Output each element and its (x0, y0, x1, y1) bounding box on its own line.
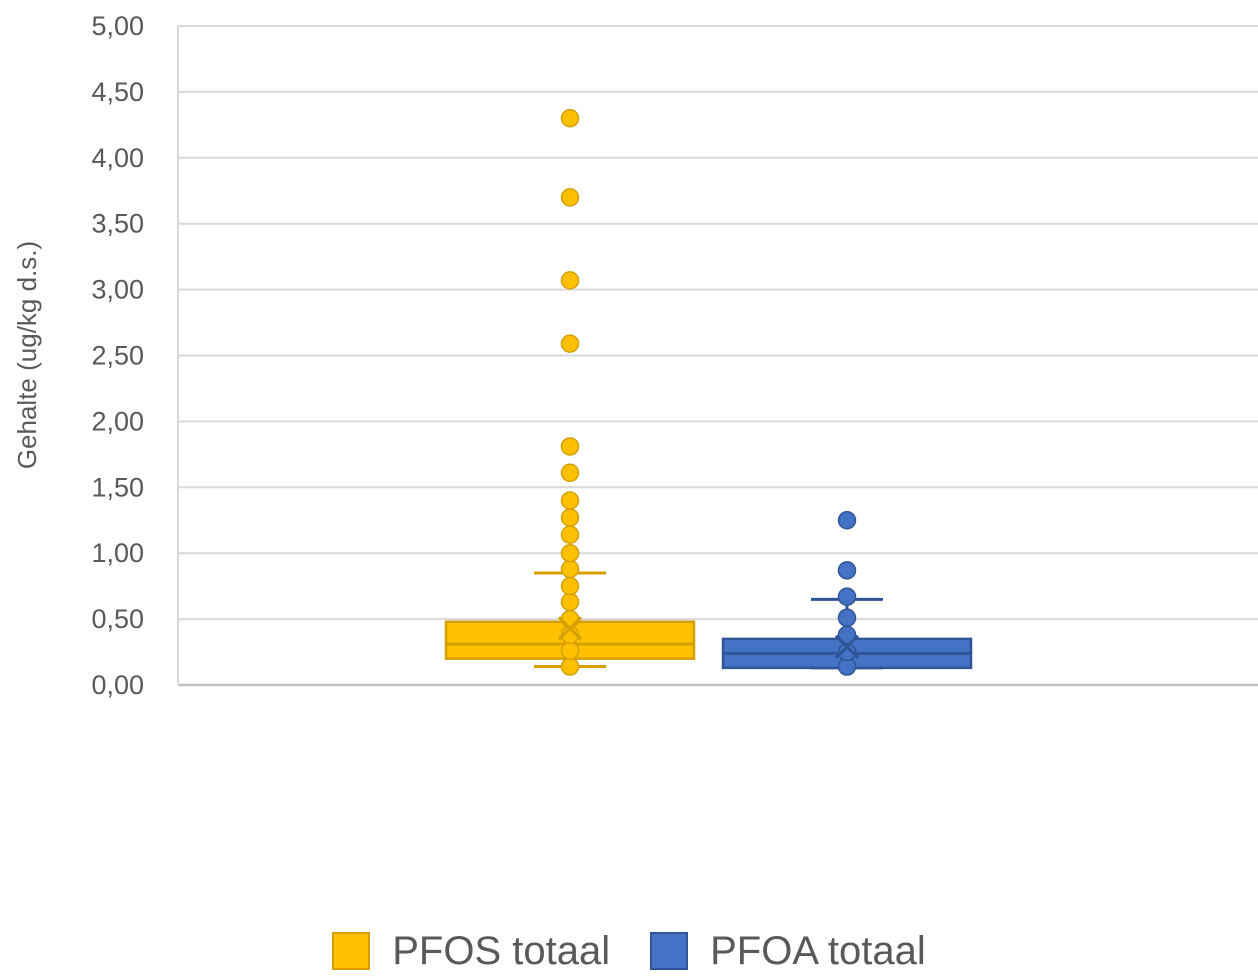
y-tick-label-9: 4,50 (91, 77, 144, 107)
y-tick-label-4: 2,00 (91, 406, 144, 436)
y-tick-labels: 0,00 0,50 1,00 1,50 2,00 2,50 3,00 3,50 4,00 4,50… (91, 11, 144, 700)
data-point-14 (560, 271, 580, 290)
y-tick-label-10: 5,00 (91, 11, 144, 41)
data-point-13 (560, 334, 580, 353)
data-point-7 (560, 543, 580, 563)
mean-marker-b (834, 634, 860, 659)
y-axis-label: Gehalte (ug/kg d.s.) (12, 241, 42, 469)
data-point-6 (837, 511, 857, 530)
legend-item-pfoa: PFOA totaal (650, 929, 926, 974)
data-point-5 (837, 561, 857, 580)
legend-swatch-pfoa (650, 932, 689, 970)
mean-marker-b (557, 616, 583, 641)
box-pfos (444, 109, 696, 676)
data-point-9 (560, 508, 580, 527)
y-tick-label-8: 4,00 (91, 143, 144, 173)
box-plot-chart: 0,00 0,50 1,00 1,50 2,00 2,50 3,00 3,50 4,00 4,50… (12, 11, 1258, 700)
data-point-12 (560, 437, 580, 456)
y-tick-label-7: 3,50 (91, 209, 144, 239)
y-tick-label-1: 0,50 (91, 604, 144, 634)
data-point-1 (560, 641, 580, 660)
data-point-4 (560, 592, 580, 612)
legend-label-pfoa: PFOA totaal (710, 928, 926, 973)
data-point-3 (560, 609, 580, 629)
data-point-11 (560, 463, 580, 483)
y-tick-label-6: 3,00 (91, 275, 144, 305)
data-point-0 (560, 657, 580, 676)
data-point-15 (560, 188, 580, 207)
data-point-6 (560, 559, 580, 579)
legend-label-pfos: PFOS totaal (392, 928, 611, 973)
y-tick-label-3: 1,50 (91, 472, 144, 502)
data-point-5 (560, 576, 580, 596)
y-tick-label-0: 0,00 (91, 670, 144, 700)
legend: PFOS totaal PFOA totaal (0, 926, 1258, 976)
legend-item-pfos: PFOS totaal (332, 929, 610, 974)
y-tick-label-5: 2,50 (91, 341, 144, 371)
data-point-10 (560, 491, 580, 510)
box-series (444, 109, 973, 676)
grid-lines (177, 25, 1258, 687)
data-point-4 (837, 587, 857, 606)
data-point-16 (560, 109, 580, 128)
box-pfoa (721, 511, 973, 676)
y-tick-label-2: 1,00 (91, 538, 144, 568)
legend-swatch-pfos (332, 932, 371, 970)
data-point-3 (837, 608, 857, 628)
data-point-8 (560, 525, 580, 544)
